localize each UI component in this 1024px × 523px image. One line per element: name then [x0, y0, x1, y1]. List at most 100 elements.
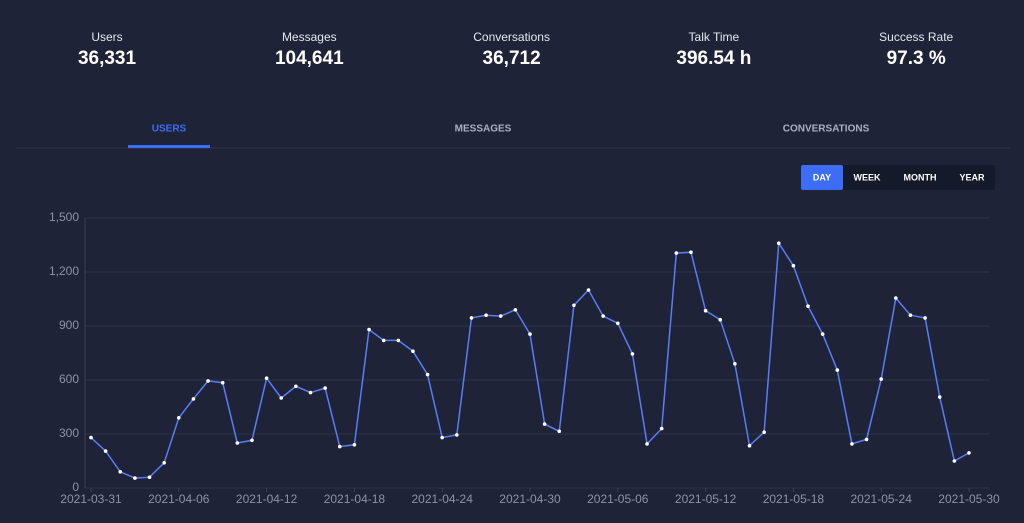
tab[interactable]: USERS	[152, 124, 187, 135]
x-tick-label: 2021-04-06	[148, 492, 210, 506]
point	[645, 442, 649, 446]
point	[235, 441, 240, 445]
point	[776, 241, 781, 245]
point	[250, 438, 254, 443]
point	[498, 314, 503, 318]
y-tick-label: 600	[59, 372, 79, 386]
stat-value: 396.54 h	[676, 48, 751, 69]
point	[835, 368, 840, 372]
point	[791, 263, 796, 268]
point	[177, 416, 181, 420]
x-tick-label: 2021-03-31	[60, 492, 122, 506]
tab-underline	[128, 145, 210, 148]
stat-value: 97.3 %	[887, 48, 946, 69]
point	[733, 362, 737, 366]
stat-value: 36,331	[78, 48, 137, 69]
stat-label: Messages	[282, 30, 337, 44]
point	[133, 476, 137, 480]
point	[323, 386, 327, 390]
x-tick-label: 2021-05-06	[587, 492, 649, 506]
stat-label: Talk Time	[689, 30, 740, 44]
point	[118, 470, 123, 474]
point	[879, 377, 883, 381]
point	[396, 338, 401, 343]
stat-value: 36,712	[483, 48, 541, 69]
y-tick-label: 1,200	[49, 264, 79, 278]
point	[279, 396, 284, 400]
point	[923, 316, 927, 320]
point	[352, 443, 357, 447]
point	[820, 332, 825, 336]
point	[762, 430, 766, 435]
y-tick-label: 0	[72, 480, 79, 494]
point	[718, 317, 723, 322]
point	[674, 251, 679, 255]
point	[220, 380, 225, 385]
point	[411, 349, 415, 354]
point	[294, 384, 298, 389]
point	[89, 435, 93, 440]
point	[513, 308, 518, 312]
point	[308, 390, 313, 395]
y-tick-label: 900	[59, 318, 79, 332]
x-tick-label: 2021-04-18	[324, 492, 386, 506]
point	[469, 316, 474, 320]
stat-label: Success Rate	[879, 30, 953, 44]
tab[interactable]: MESSAGES	[455, 124, 512, 135]
point	[206, 379, 210, 383]
x-tick-label: 2021-04-12	[236, 492, 298, 506]
point	[937, 395, 942, 399]
range-button[interactable]: MONTH	[904, 172, 937, 182]
point	[425, 372, 430, 377]
point	[689, 250, 693, 254]
point	[747, 443, 752, 448]
point	[806, 304, 810, 309]
point	[586, 288, 591, 292]
point	[103, 449, 108, 453]
tab[interactable]: CONVERSATIONS	[783, 124, 870, 135]
point	[659, 426, 664, 431]
stat-label: Conversations	[473, 30, 550, 44]
point	[952, 459, 957, 463]
range-button[interactable]: DAY	[813, 172, 831, 182]
point	[572, 303, 576, 308]
point	[864, 437, 869, 442]
x-tick-label: 2021-04-24	[412, 492, 474, 506]
point	[191, 397, 196, 401]
range-active	[801, 165, 843, 190]
point	[528, 332, 532, 336]
point	[264, 376, 269, 381]
x-tick-label: 2021-05-18	[763, 492, 825, 506]
point	[908, 313, 913, 318]
point	[894, 296, 898, 300]
point	[162, 461, 166, 465]
point	[440, 435, 445, 440]
range-group	[801, 165, 995, 190]
point	[147, 475, 152, 480]
point	[484, 313, 488, 318]
x-tick-label: 2021-05-30	[938, 492, 1000, 506]
point	[557, 429, 562, 434]
point	[367, 327, 371, 332]
point	[381, 338, 386, 343]
point	[703, 308, 708, 313]
point	[337, 444, 342, 449]
point	[967, 451, 971, 455]
range-button[interactable]: WEEK	[854, 172, 882, 182]
point	[455, 433, 459, 437]
stat-value: 104,641	[275, 48, 344, 69]
point	[850, 442, 854, 446]
stat-label: Users	[91, 30, 122, 44]
point	[616, 321, 620, 326]
y-tick-label: 300	[59, 426, 79, 440]
point	[601, 314, 605, 318]
range-button[interactable]: YEAR	[959, 172, 985, 182]
y-tick-label: 1,500	[49, 210, 79, 224]
point	[542, 422, 547, 426]
x-tick-label: 2021-05-12	[675, 492, 737, 506]
point	[630, 352, 635, 356]
x-tick-label: 2021-05-24	[851, 492, 913, 506]
